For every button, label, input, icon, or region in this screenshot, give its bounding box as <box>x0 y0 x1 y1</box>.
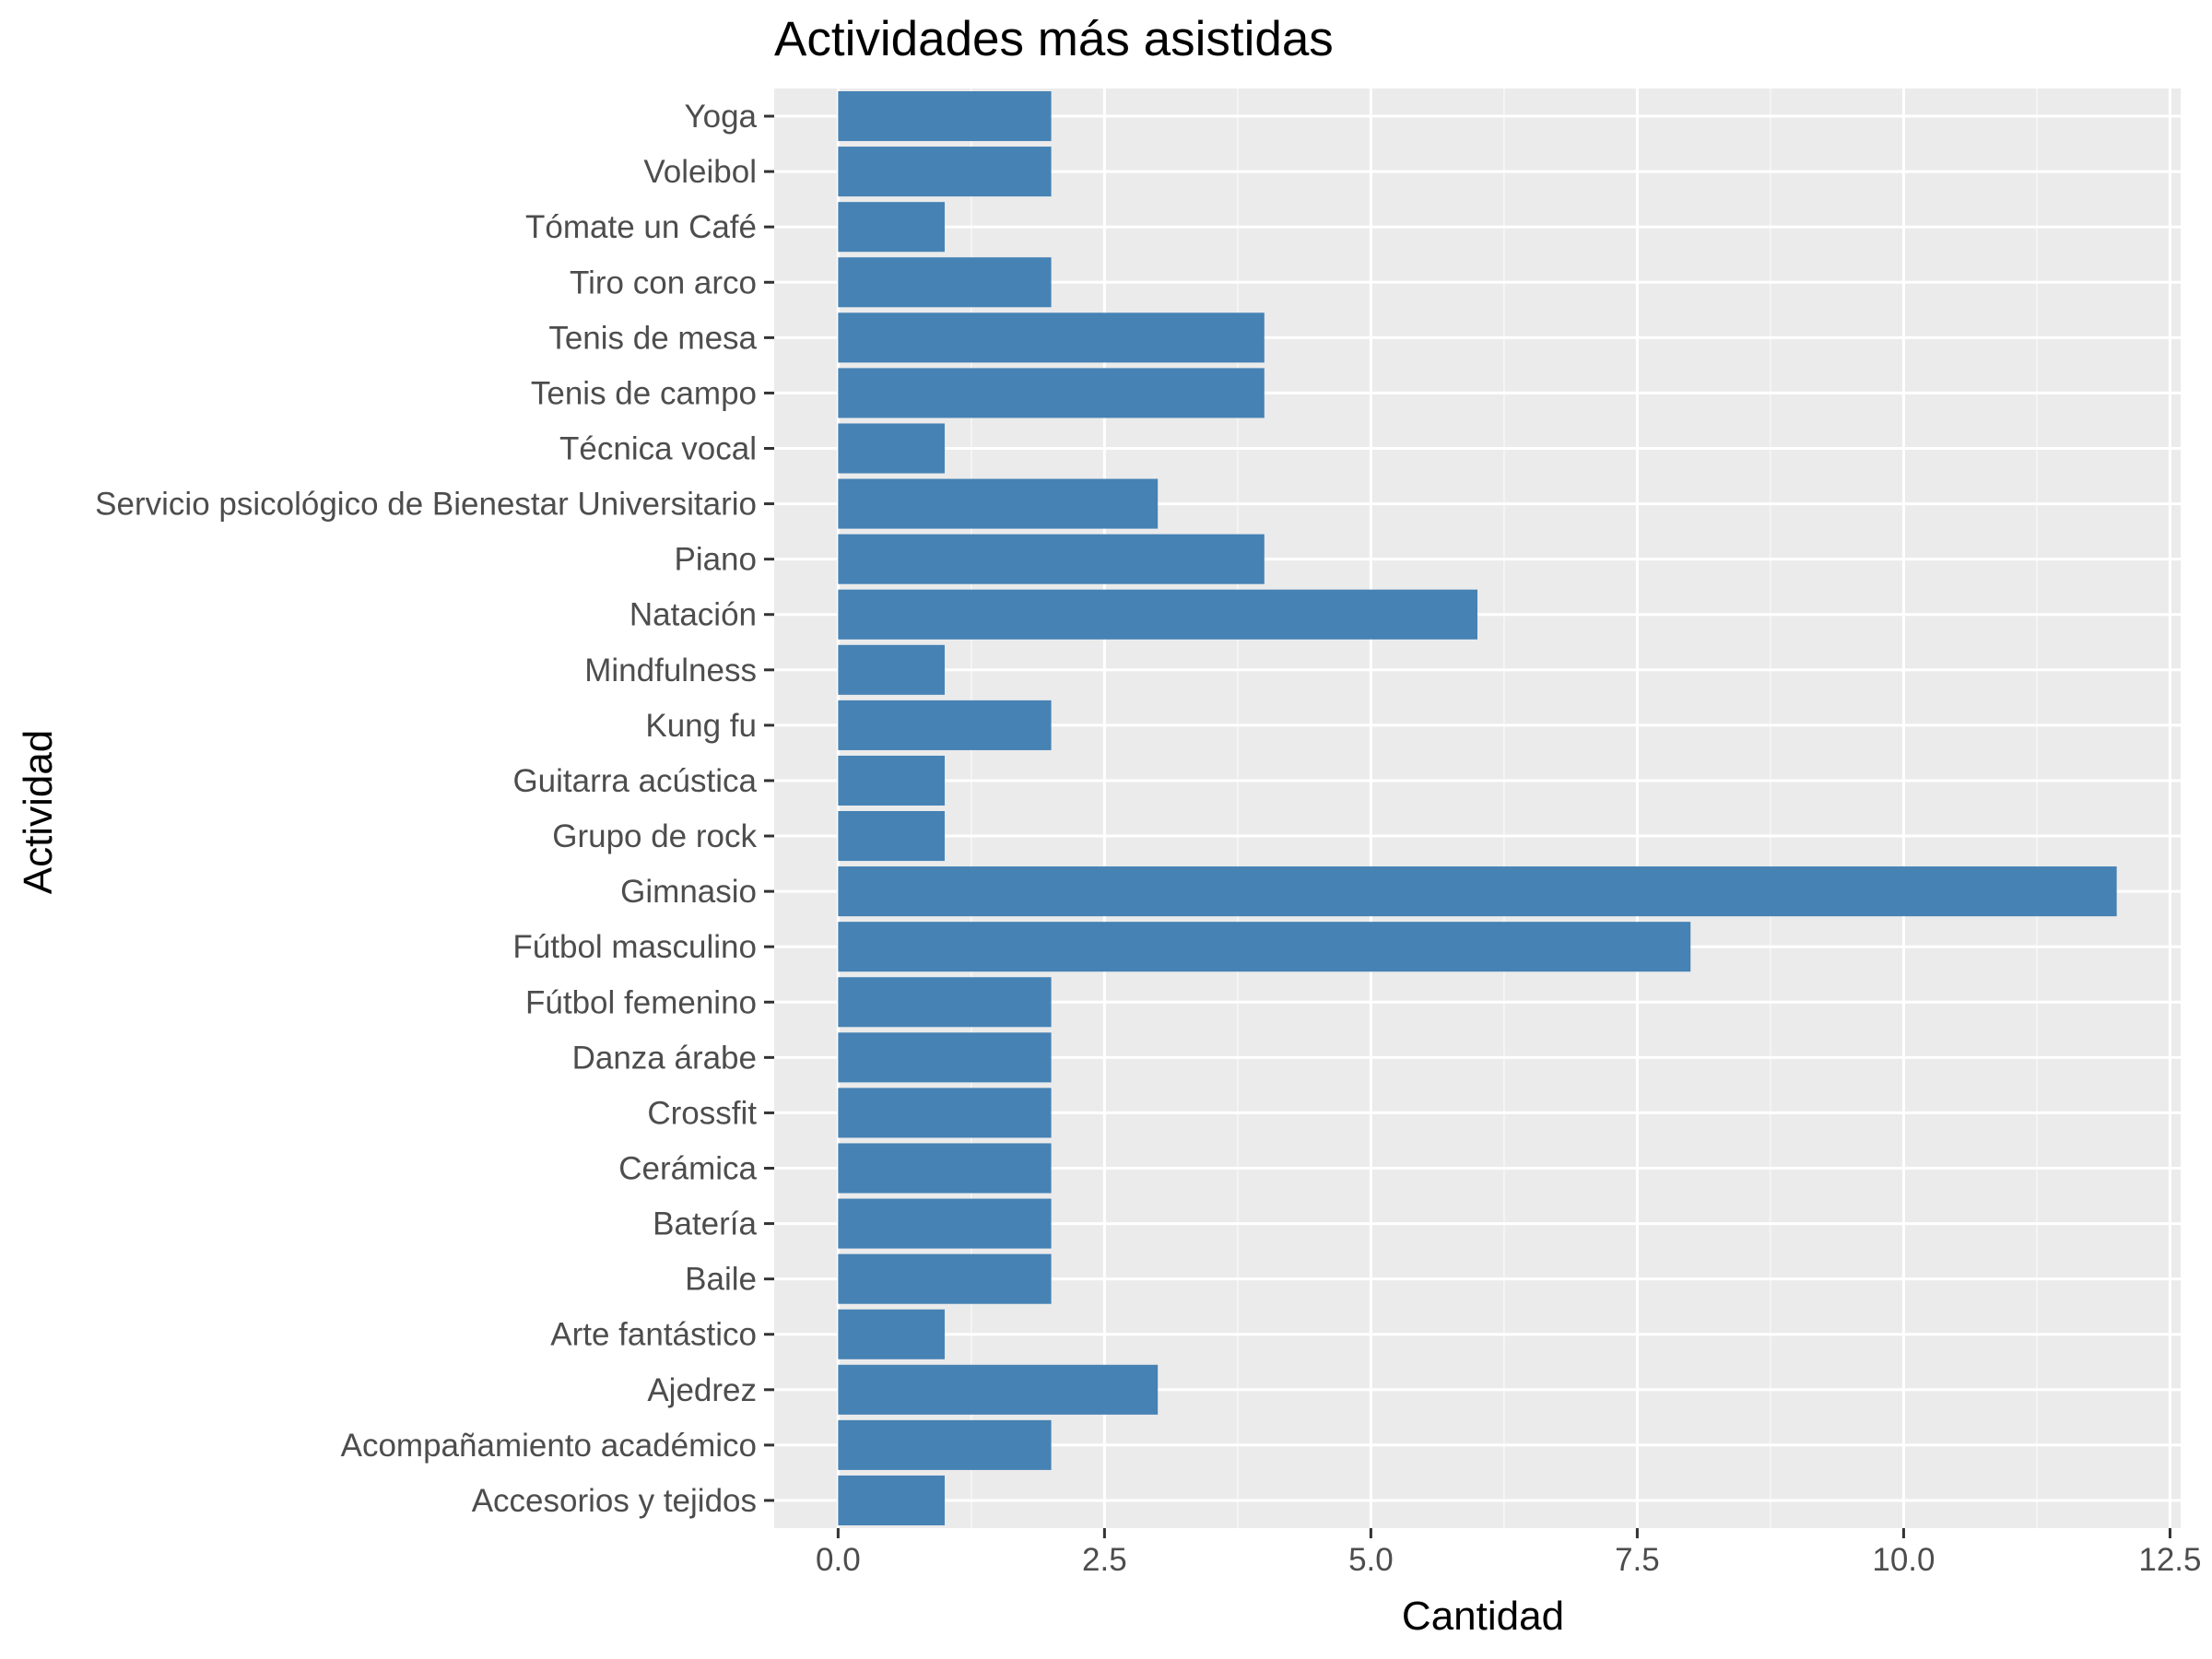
bar <box>838 977 1052 1028</box>
x-tick-label: 10.0 <box>1872 1542 1935 1578</box>
x-tick-label: 7.5 <box>1615 1542 1660 1578</box>
bar <box>838 644 945 695</box>
y-tick-label: Tenis de campo <box>531 375 757 411</box>
bar <box>838 368 1265 418</box>
bar <box>838 312 1265 363</box>
x-tick-label: 2.5 <box>1082 1542 1127 1578</box>
y-tick-label: Acompañamiento académico <box>341 1428 757 1464</box>
bar <box>838 589 1477 640</box>
y-tick-label: Guitarra acústica <box>512 763 757 799</box>
y-tick-label: Baile <box>685 1262 757 1298</box>
bar <box>838 147 1052 197</box>
bar <box>838 700 1052 750</box>
y-tick-label: Tómate un Café <box>525 209 757 245</box>
bar <box>838 755 945 806</box>
bar <box>838 1475 945 1525</box>
y-tick-label: Gimnasio <box>620 874 757 910</box>
y-tick-label: Cerámica <box>618 1151 757 1187</box>
y-tick-label: Mindfulness <box>584 653 757 688</box>
x-tick-label: 0.0 <box>816 1542 861 1578</box>
bar <box>838 1253 1052 1304</box>
bar <box>838 1088 1052 1138</box>
y-tick-label: Accesorios y tejidos <box>472 1483 757 1519</box>
bar <box>838 1364 1159 1415</box>
x-axis-title: Cantidad <box>1402 1594 1564 1639</box>
y-tick-label: Ajedrez <box>647 1372 757 1408</box>
y-tick-label: Batería <box>653 1206 757 1242</box>
y-tick-label: Fútbol femenino <box>525 984 757 1020</box>
bar <box>838 91 1052 142</box>
y-tick-label: Piano <box>674 542 757 578</box>
y-axis-title: Actividad <box>16 730 61 895</box>
bar <box>838 922 1691 972</box>
y-tick-label: Natación <box>629 597 757 633</box>
bar <box>838 1309 945 1359</box>
x-tick-label: 5.0 <box>1348 1542 1394 1578</box>
y-tick-label: Danza árabe <box>572 1040 757 1076</box>
bar <box>838 202 945 253</box>
bar <box>838 257 1052 308</box>
bar <box>838 423 945 474</box>
y-tick-label: Tenis de mesa <box>548 320 757 356</box>
y-tick-label: Fútbol masculino <box>512 929 757 965</box>
bar <box>838 1198 1052 1249</box>
y-tick-label: Grupo de rock <box>552 818 757 854</box>
bar <box>838 1143 1052 1194</box>
y-tick-label: Yoga <box>684 99 757 135</box>
bar <box>838 478 1159 529</box>
bar <box>838 866 2117 917</box>
y-tick-label: Arte fantástico <box>550 1317 757 1353</box>
y-tick-label: Tiro con arco <box>570 265 757 300</box>
bar <box>838 1032 1052 1083</box>
y-tick-label: Kung fu <box>645 708 757 744</box>
y-tick-label: Técnica vocal <box>559 431 757 467</box>
y-tick-label: Crossfit <box>647 1095 757 1131</box>
x-tick-label: 12.5 <box>2138 1542 2201 1578</box>
y-tick-label: Voleibol <box>643 154 757 190</box>
bar <box>838 1419 1052 1470</box>
bar <box>838 534 1265 584</box>
bar <box>838 811 945 862</box>
chart-title: Actividades más asistidas <box>774 12 1334 66</box>
y-tick-label: Servicio psicológico de Bienestar Univer… <box>95 487 757 523</box>
